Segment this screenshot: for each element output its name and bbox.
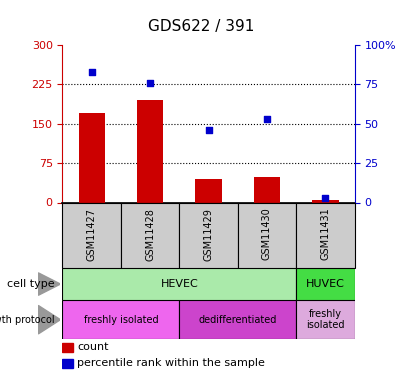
Text: GSM11427: GSM11427 xyxy=(87,208,97,261)
Bar xyxy=(195,179,222,203)
Text: cell type: cell type xyxy=(7,279,54,289)
Bar xyxy=(179,202,238,268)
Bar xyxy=(296,202,355,268)
Point xyxy=(147,80,153,86)
Text: freshly isolated: freshly isolated xyxy=(83,315,158,325)
Bar xyxy=(254,177,280,203)
Text: GSM11430: GSM11430 xyxy=(262,208,272,261)
Bar xyxy=(62,343,73,352)
Point xyxy=(206,127,212,133)
Bar xyxy=(179,300,296,339)
Point xyxy=(264,116,270,122)
Bar xyxy=(62,359,73,368)
Polygon shape xyxy=(38,305,60,334)
Bar xyxy=(296,268,355,300)
Text: HEVEC: HEVEC xyxy=(160,279,198,289)
Point xyxy=(89,69,95,75)
Text: GSM11431: GSM11431 xyxy=(320,208,330,261)
Text: HUVEC: HUVEC xyxy=(306,279,345,289)
Text: GSM11429: GSM11429 xyxy=(204,208,214,261)
Bar xyxy=(121,202,179,268)
Polygon shape xyxy=(38,273,60,296)
Text: count: count xyxy=(77,342,108,352)
Bar xyxy=(312,200,339,202)
Text: GDS622 / 391: GDS622 / 391 xyxy=(148,19,255,34)
Bar xyxy=(62,300,179,339)
Bar xyxy=(62,268,296,300)
Text: growth protocol: growth protocol xyxy=(0,315,54,325)
Bar xyxy=(296,300,355,339)
Bar xyxy=(62,202,121,268)
Text: dedifferentiated: dedifferentiated xyxy=(199,315,277,325)
Text: percentile rank within the sample: percentile rank within the sample xyxy=(77,358,265,368)
Text: freshly
isolated: freshly isolated xyxy=(306,309,345,330)
Bar xyxy=(238,202,296,268)
Bar xyxy=(137,100,163,202)
Text: GSM11428: GSM11428 xyxy=(145,208,155,261)
Bar xyxy=(79,113,105,202)
Point xyxy=(322,195,329,201)
